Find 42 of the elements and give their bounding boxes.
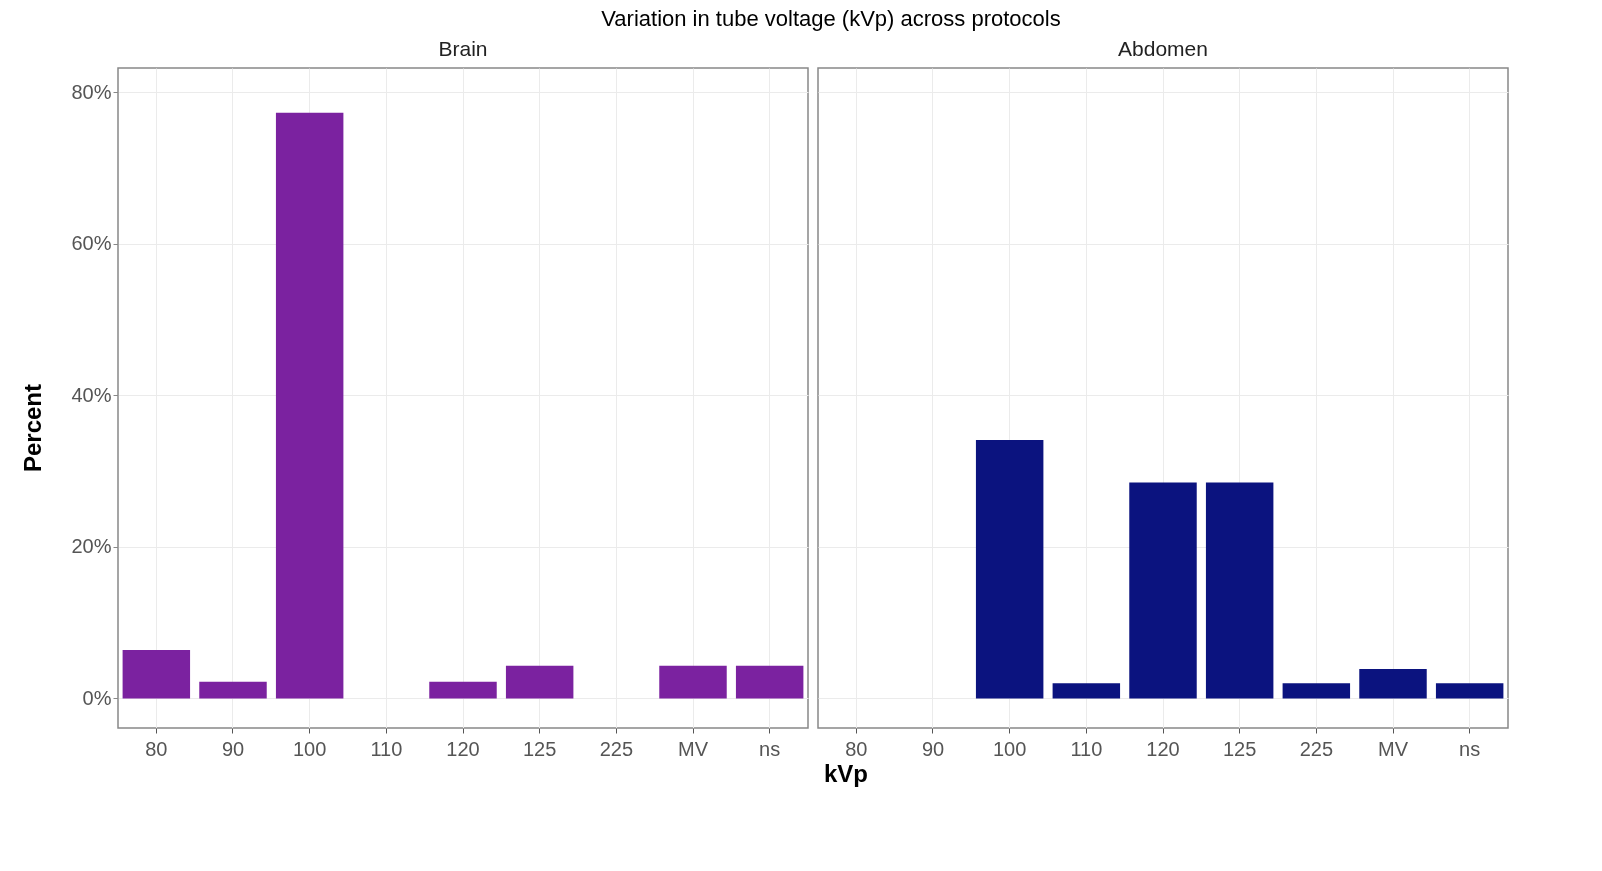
x-tick-label: 100 [992,737,1027,760]
chart-subtitle: Abdomen [1118,37,1208,60]
y-tick-label: 20% [71,535,112,558]
x-axis-title: kVp [823,760,869,788]
x-tick-label: MV [678,737,709,760]
y-axis-title: Percent [19,383,47,475]
bar [1359,668,1427,699]
bar [429,681,497,699]
bar [122,649,191,699]
x-tick-label: 120 [1146,737,1180,760]
y-tick-label: 80% [71,80,112,103]
x-tick-label: 90 [921,737,945,760]
x-tick-label: 100 [292,737,327,760]
x-tick-label: 80 [845,737,868,760]
chart-subtitle: Brain [438,37,488,60]
bar [1052,683,1121,699]
chart-title: Variation in tube voltage (kVp) across protocols [600,6,1062,33]
bar [1282,683,1351,699]
y-tick-label: 40% [71,383,112,406]
x-tick-label: 125 [1222,737,1257,760]
x-tick-label: 110 [370,737,403,760]
bar [1435,683,1504,699]
bar [975,440,1044,699]
y-tick-label: 0% [82,686,112,709]
x-tick-label: 80 [145,737,168,760]
x-tick-label: 110 [1070,737,1103,760]
x-tick-label: 90 [221,737,245,760]
x-tick-label: ns [1459,737,1481,760]
x-tick-label: 120 [446,737,480,760]
bar [735,665,804,699]
bar [1205,482,1274,699]
x-tick-label: 225 [599,737,634,760]
x-tick-label: ns [759,737,781,760]
x-tick-label: 225 [1299,737,1334,760]
bar [1129,482,1197,699]
bar [199,681,267,699]
y-tick-label: 60% [71,232,112,255]
bar [275,112,344,699]
x-tick-label: 125 [522,737,557,760]
x-tick-label: MV [1378,737,1409,760]
bar [659,665,727,699]
bar [505,665,574,699]
